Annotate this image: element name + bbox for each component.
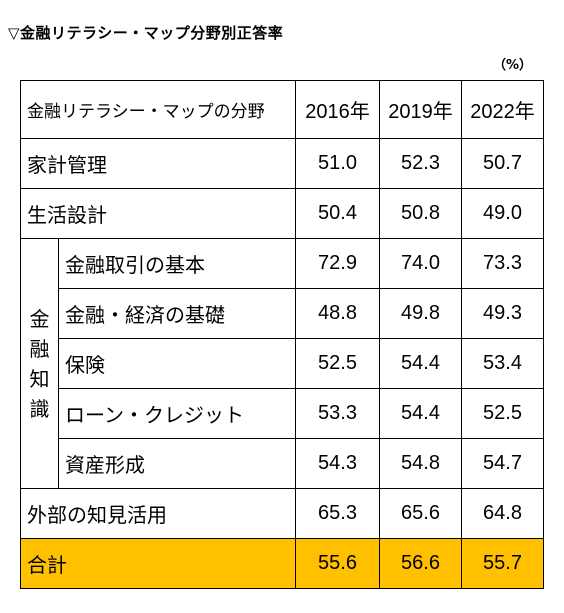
row-label: 生活設計	[19, 188, 297, 239]
cell-value: 54.8	[379, 438, 463, 489]
table-row: 金融・経済の基礎 48.8 49.8 49.3	[21, 288, 545, 339]
row-label: 外部の知見活用	[19, 488, 297, 539]
group-label-char: 知	[29, 366, 50, 391]
group-label-char: 融	[29, 336, 50, 361]
table-header-row: 金融リテラシー・マップの分野 2016年 2019年 2022年	[19, 80, 545, 139]
cell-value: 49.8	[379, 288, 463, 339]
cell-value: 50.7	[461, 138, 545, 189]
total-row: 合計 55.6 56.6 55.7	[19, 538, 545, 589]
cell-value: 52.3	[379, 138, 463, 189]
cell-value: 54.3	[295, 438, 381, 489]
row-label: 金融取引の基本	[57, 238, 297, 289]
row-label: 家計管理	[19, 138, 297, 189]
table-row: 保険 52.5 54.4 53.4	[21, 338, 545, 389]
cell-value: 54.4	[379, 338, 463, 389]
table-row: ローン・クレジット 53.3 54.4 52.5	[21, 388, 545, 439]
header-year: 2016年	[295, 80, 381, 139]
table-row: 生活設計 50.4 50.8 49.0	[19, 188, 545, 239]
table-row: 金 融 知 識 金融取引の基本 72.9 74.0 73.3	[20, 238, 545, 489]
cell-value: 49.3	[461, 288, 545, 339]
total-value: 56.6	[379, 538, 463, 589]
cell-value: 74.0	[379, 238, 463, 289]
header-year: 2019年	[379, 80, 463, 139]
cell-value: 49.0	[461, 188, 545, 239]
group-label: 金 融 知 識	[20, 238, 59, 489]
row-label: 金融・経済の基礎	[57, 288, 297, 339]
score-table: 金融リテラシー・マップの分野 2016年 2019年 2022年 家計管理 51…	[19, 80, 545, 589]
cell-value: 64.8	[461, 488, 545, 539]
cell-value: 52.5	[295, 338, 381, 389]
header-category: 金融リテラシー・マップの分野	[19, 80, 297, 139]
cell-value: 72.9	[295, 238, 381, 289]
table-row: 外部の知見活用 65.3 65.6 64.8	[19, 488, 545, 539]
cell-value: 50.8	[379, 188, 463, 239]
total-value: 55.6	[295, 538, 381, 589]
cell-value: 53.4	[461, 338, 545, 389]
cell-value: 52.5	[461, 388, 545, 439]
header-year: 2022年	[461, 80, 545, 139]
cell-value: 54.4	[379, 388, 463, 439]
row-label: 保険	[57, 338, 297, 389]
total-value: 55.7	[461, 538, 545, 589]
unit-label: （%）	[492, 58, 532, 73]
cell-value: 65.6	[379, 488, 463, 539]
group-label-char: 識	[29, 396, 50, 421]
total-label: 合計	[19, 538, 297, 589]
table-row: 家計管理 51.0 52.3 50.7	[19, 138, 545, 189]
cell-value: 51.0	[295, 138, 381, 189]
cell-value: 48.8	[295, 288, 381, 339]
group-label-char: 金	[29, 306, 50, 331]
table-row: 資産形成 54.3 54.8 54.7	[21, 438, 545, 489]
cell-value: 54.7	[461, 438, 545, 489]
document-title: ▽金融リテラシー・マップ分野別正答率	[8, 24, 284, 42]
row-label: ローン・クレジット	[57, 388, 297, 439]
cell-value: 53.3	[295, 388, 381, 439]
row-label: 資産形成	[57, 438, 297, 489]
cell-value: 65.3	[295, 488, 381, 539]
cell-value: 50.4	[295, 188, 381, 239]
cell-value: 73.3	[461, 238, 545, 289]
